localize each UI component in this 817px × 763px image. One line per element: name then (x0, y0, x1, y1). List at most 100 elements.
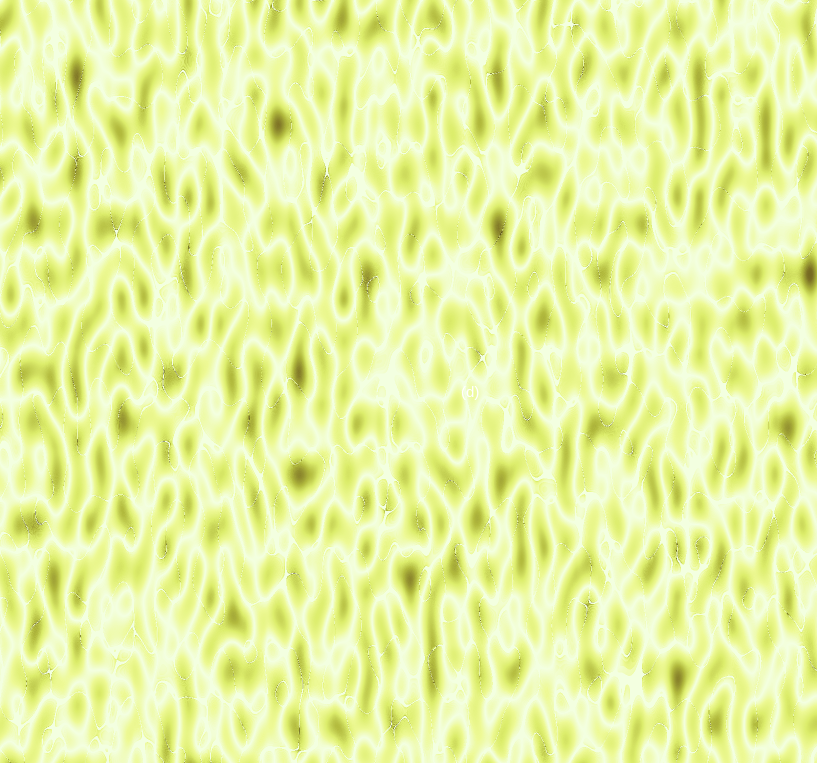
data-point (658, 109, 663, 113)
data-point (178, 239, 183, 243)
stripe-domain-texture (428, 369, 805, 748)
x-tick-label: 300 (772, 310, 792, 324)
data-point (338, 58, 343, 62)
data-point (247, 109, 251, 114)
data-point (529, 253, 533, 257)
data-point (703, 77, 708, 82)
data-point (524, 244, 529, 249)
data-point (520, 249, 524, 254)
data-point (190, 229, 194, 234)
data-point (776, 46, 781, 50)
data-point (232, 153, 237, 158)
x-tick-label: 200 (718, 310, 738, 324)
data-point (546, 236, 551, 241)
chart-panel-a: -200 -100 0 100 200 (a) Field (mT) MOKE (arb… (9, 14, 405, 353)
data-point (578, 204, 583, 208)
data-point (529, 240, 533, 244)
data-point (223, 151, 227, 155)
data-point (466, 267, 470, 271)
data-point (708, 60, 712, 64)
data-point (676, 90, 681, 94)
hysteresis-loop (84, 53, 371, 270)
data-point (726, 53, 730, 58)
data-point (595, 185, 600, 189)
data-point (762, 46, 766, 50)
data-point (362, 54, 366, 58)
data-point (591, 178, 596, 183)
data-point (272, 82, 277, 86)
data-point (555, 227, 560, 232)
data-point (221, 157, 225, 162)
data-point (479, 267, 484, 271)
data-point (634, 137, 639, 142)
data-point (537, 230, 542, 235)
data-point (247, 118, 251, 122)
data-point (642, 136, 647, 141)
data-point (598, 180, 603, 185)
data-point (685, 95, 690, 100)
data-point (287, 69, 291, 74)
data-point (672, 94, 677, 99)
data-point (624, 151, 628, 155)
data-point (254, 109, 258, 113)
data-point (315, 61, 319, 65)
panel-label: (d) (461, 384, 479, 401)
data-point (694, 87, 699, 91)
x-tick-label: -200 (501, 310, 525, 324)
data-point (721, 49, 726, 54)
data-point (738, 46, 743, 50)
data-point (268, 87, 272, 91)
chart-panel-b: -300 -200 -100 0 100 200 300 (b) Field (mT) MO… (416, 14, 799, 355)
data-point (89, 262, 93, 267)
data-point (650, 130, 654, 135)
data-point (699, 82, 704, 87)
data-point (117, 262, 121, 266)
x-axis-title: Field (mT) (586, 338, 659, 355)
data-point (627, 146, 632, 151)
data-point (228, 142, 232, 146)
data-point (160, 249, 164, 254)
data-point (599, 171, 604, 176)
data-point (334, 59, 338, 63)
y-axis-ticks (443, 24, 798, 293)
mfm-image-c: (c) (40, 369, 416, 747)
data-point (122, 261, 126, 265)
data-point (555, 212, 560, 217)
data-point (237, 135, 241, 140)
data-point (654, 113, 659, 118)
data-point (638, 132, 643, 137)
data-point (511, 259, 515, 264)
data-point (367, 53, 371, 58)
data-point (207, 204, 211, 209)
data-point (112, 263, 117, 267)
x-tick-label: -100 (555, 310, 579, 324)
data-point (324, 60, 328, 65)
data-point (515, 254, 520, 259)
data-point (178, 236, 183, 240)
data-point (204, 212, 208, 216)
data-point (230, 162, 234, 166)
data-point (190, 221, 194, 226)
data-point (320, 61, 324, 65)
data-point (194, 226, 198, 230)
data-point (681, 85, 686, 90)
data-point (533, 235, 538, 240)
data-point (569, 199, 574, 204)
data-point (606, 171, 610, 176)
data-point (551, 217, 556, 222)
data-point (735, 46, 739, 50)
data-point (690, 76, 695, 81)
data-point (225, 179, 230, 183)
data-point (731, 46, 736, 50)
data-point (681, 100, 686, 105)
data-point (230, 138, 234, 143)
data-point (343, 57, 347, 61)
data-point (357, 54, 361, 58)
data-point (667, 113, 672, 118)
data-point (537, 246, 542, 250)
data-point (699, 67, 704, 71)
data-point (194, 216, 198, 220)
data-point (310, 61, 314, 65)
data-point (216, 172, 220, 176)
data-point (602, 169, 607, 173)
